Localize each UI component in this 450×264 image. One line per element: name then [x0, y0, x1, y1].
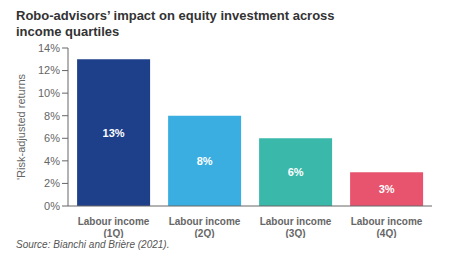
html-text:income quartiles: income quartiles — [16, 24, 120, 39]
svg-text:12%: 12% — [38, 64, 60, 76]
svg-text:4%: 4% — [44, 155, 60, 167]
svg-text:2%: 2% — [44, 177, 60, 189]
svg-text:Labour income(3Q): Labour income(3Q) — [260, 216, 332, 238]
svg-text:10%: 10% — [38, 87, 60, 99]
svg-text:8%: 8% — [44, 110, 60, 122]
html-text:Source: Bianchi and Brière (20: Source: Bianchi and Brière (2021). — [16, 239, 170, 250]
svg-text:13%: 13% — [103, 127, 125, 139]
html-text:Robo-advisors’ impact on equit: Robo-advisors’ impact on equity investme… — [16, 8, 335, 23]
svg-text:Labour income(4Q): Labour income(4Q) — [351, 216, 423, 238]
svg-text:3%: 3% — [379, 183, 395, 195]
svg-text:14%: 14% — [38, 42, 60, 54]
svg-text:Labour income(1Q): Labour income(1Q) — [78, 216, 150, 238]
svg-text:6%: 6% — [288, 166, 304, 178]
svg-text:Labour income(2Q): Labour income(2Q) — [169, 216, 241, 238]
svg-text:0%: 0% — [44, 200, 60, 212]
svg-text:6%: 6% — [44, 132, 60, 144]
svg-text:8%: 8% — [197, 155, 213, 167]
svg-text:'Risk-adjusted returns: 'Risk-adjusted returns — [15, 73, 27, 180]
